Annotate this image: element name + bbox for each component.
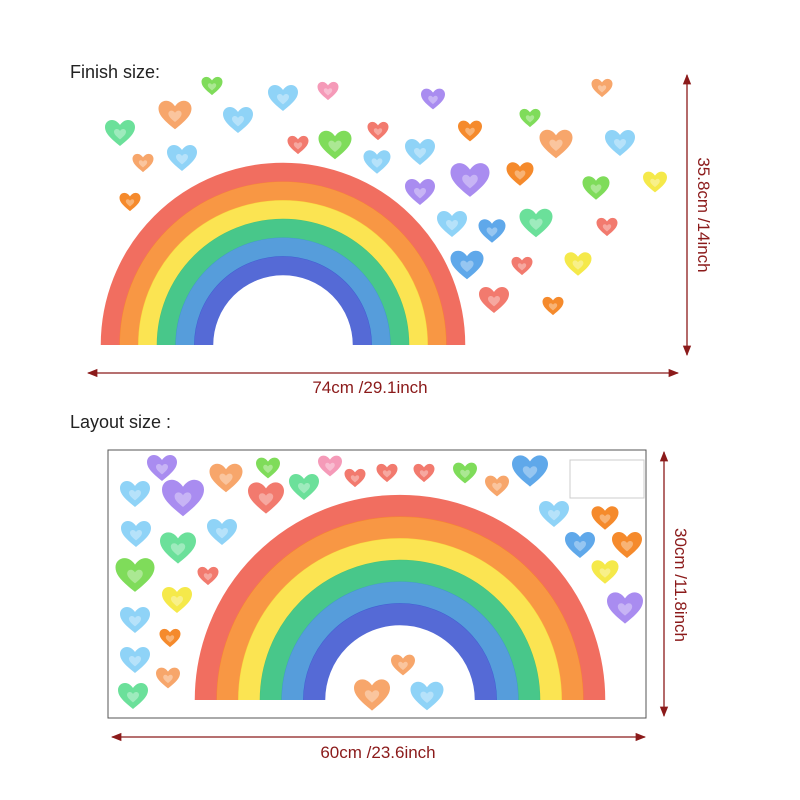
rainbow-band bbox=[156, 218, 410, 346]
rainbow-band bbox=[281, 581, 519, 701]
rainbow-band bbox=[216, 516, 584, 701]
finish-label: Finish size: bbox=[70, 62, 160, 82]
rainbow-band bbox=[303, 603, 497, 701]
rainbow-band bbox=[194, 494, 606, 701]
layout-height: 30cm /11.8inch bbox=[671, 528, 690, 642]
rainbow-band bbox=[119, 181, 447, 346]
finish-width: 74cm /29.1inch bbox=[312, 378, 427, 397]
layout-sheet bbox=[107, 449, 647, 719]
rainbow-band bbox=[100, 162, 466, 346]
rainbow-band bbox=[194, 256, 372, 346]
layout-width: 60cm /23.6inch bbox=[320, 743, 435, 762]
rainbow-band bbox=[259, 559, 541, 701]
rainbow-band bbox=[238, 538, 562, 701]
rainbow-band bbox=[175, 237, 391, 346]
rainbow-band bbox=[138, 200, 428, 346]
finish-height: 35.8cm /14inch bbox=[694, 157, 713, 272]
thumbnail bbox=[569, 459, 645, 499]
layout-label: Layout size : bbox=[70, 412, 171, 432]
